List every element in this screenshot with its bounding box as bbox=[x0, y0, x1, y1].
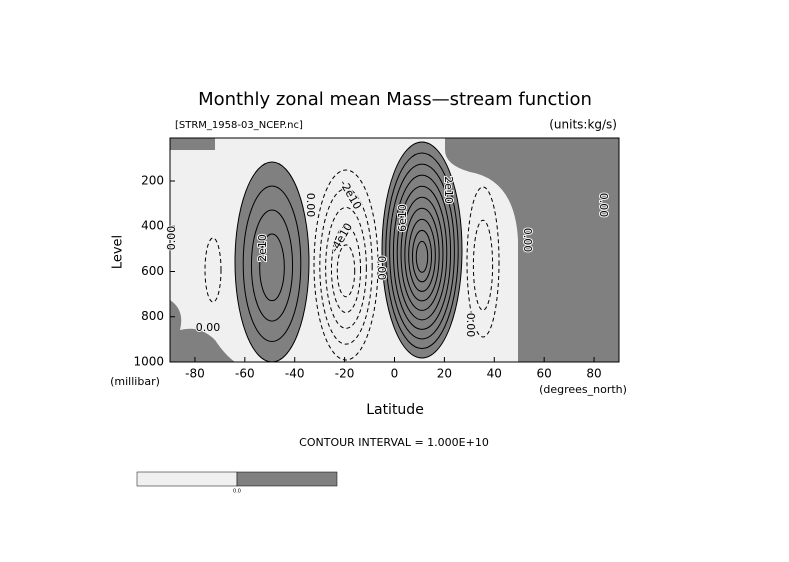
x-tick-label: -40 bbox=[285, 367, 305, 381]
subtitle-left: [STRM_1958-03_NCEP.nc] bbox=[175, 120, 303, 131]
contour-line bbox=[381, 141, 463, 359]
x-tick-label: -60 bbox=[235, 367, 255, 381]
contour-line bbox=[250, 209, 294, 322]
y-tick-label: 200 bbox=[141, 173, 164, 187]
contour-line bbox=[389, 163, 455, 340]
contour-label: 2e10 bbox=[442, 176, 455, 204]
contour-label: 0.00 bbox=[597, 193, 610, 218]
y-tick-label: 400 bbox=[141, 219, 164, 233]
contour-line bbox=[242, 185, 302, 343]
x-tick-label: 0 bbox=[391, 367, 399, 381]
contour-label: 0.00 bbox=[196, 321, 221, 334]
y-axis-unit: (millibar) bbox=[110, 375, 160, 388]
x-tick-label: 40 bbox=[487, 367, 502, 381]
contour-line bbox=[385, 152, 459, 349]
contour-label: 0.00 bbox=[165, 226, 178, 251]
y-tick-label: 1000 bbox=[133, 355, 164, 369]
contour-lines bbox=[204, 141, 500, 362]
contour-line bbox=[336, 244, 356, 298]
chart-title: Monthly zonal mean Mass—stream function bbox=[198, 89, 592, 110]
contour-line bbox=[472, 219, 494, 311]
shaded-region bbox=[382, 142, 462, 358]
subtitle-right: (units:kg/s) bbox=[549, 118, 617, 132]
contour-line bbox=[415, 240, 429, 273]
contour-line bbox=[234, 161, 310, 362]
contour-line bbox=[259, 233, 285, 302]
shaded-region bbox=[170, 138, 235, 362]
contour-line bbox=[330, 225, 362, 314]
x-axis-unit: (degrees_north) bbox=[539, 383, 627, 396]
contour-label: 0.00 bbox=[464, 313, 477, 338]
colorbar-light bbox=[136, 471, 238, 487]
contour-line bbox=[319, 188, 373, 345]
x-tick-label: 20 bbox=[437, 367, 452, 381]
shaded-region bbox=[445, 138, 619, 362]
contour-label: 0.00 bbox=[521, 228, 534, 253]
contour-line bbox=[396, 185, 448, 321]
plot-area bbox=[170, 138, 619, 362]
colorbar-dark bbox=[236, 471, 338, 487]
x-tick-label: -20 bbox=[335, 367, 355, 381]
contour-label: 6e10 bbox=[396, 204, 409, 232]
contour-line bbox=[204, 237, 222, 303]
contour-interval: CONTOUR INTERVAL = 1.000E+10 bbox=[299, 436, 489, 449]
shaded-region bbox=[235, 162, 309, 362]
x-tick-label: 60 bbox=[537, 367, 552, 381]
contour-label: 0.00 bbox=[375, 256, 388, 281]
contour-line bbox=[408, 218, 436, 292]
contour-line bbox=[404, 207, 440, 302]
contour-line bbox=[313, 169, 379, 361]
x-axis-label: Latitude bbox=[366, 402, 424, 418]
contour-line bbox=[325, 206, 367, 329]
contour-label: 0.00 bbox=[304, 193, 317, 218]
contour-line bbox=[392, 174, 452, 330]
colorbar-label: 0.0 bbox=[233, 489, 241, 495]
y-axis-label: Level bbox=[111, 235, 126, 269]
x-tick-label: 80 bbox=[586, 367, 601, 381]
contour-line bbox=[411, 229, 433, 283]
contour-line bbox=[400, 196, 444, 311]
y-tick-label: 800 bbox=[141, 309, 164, 323]
contour-label: 2e10 bbox=[256, 234, 269, 262]
y-tick-label: 600 bbox=[141, 264, 164, 278]
x-tick-label: -80 bbox=[185, 367, 205, 381]
contour-line bbox=[466, 186, 500, 338]
